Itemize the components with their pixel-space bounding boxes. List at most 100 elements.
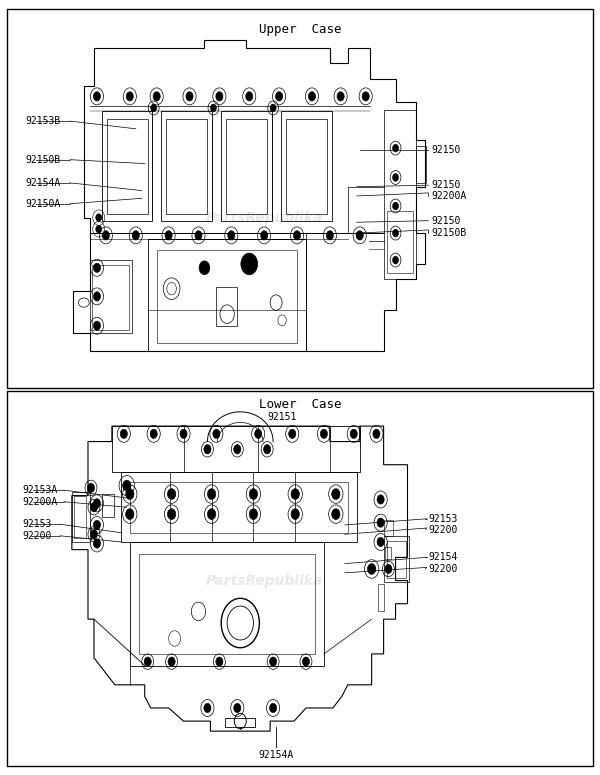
Circle shape	[167, 489, 176, 499]
Bar	[383, 109, 416, 280]
Bar	[7, 391, 593, 766]
Bar	[226, 718, 255, 727]
Text: PartsRepublika: PartsRepublika	[205, 211, 323, 225]
Circle shape	[180, 429, 187, 439]
Circle shape	[289, 429, 296, 439]
Text: 92200A: 92200A	[22, 497, 58, 507]
Circle shape	[208, 489, 216, 499]
Circle shape	[241, 253, 257, 275]
Circle shape	[94, 498, 101, 508]
Bar	[386, 212, 413, 274]
Bar	[385, 547, 391, 559]
Circle shape	[96, 226, 102, 233]
Circle shape	[234, 704, 241, 712]
Bar	[102, 494, 113, 517]
Circle shape	[234, 445, 241, 454]
Circle shape	[249, 508, 257, 519]
Bar	[130, 542, 324, 666]
Circle shape	[211, 104, 217, 112]
Circle shape	[91, 502, 98, 512]
Bar	[383, 520, 392, 536]
Circle shape	[367, 563, 376, 574]
Bar	[226, 119, 267, 214]
Bar	[383, 536, 409, 582]
Circle shape	[308, 91, 316, 101]
Circle shape	[293, 231, 301, 240]
Text: 92154A: 92154A	[259, 750, 294, 760]
Text: 92200A: 92200A	[431, 191, 467, 201]
Circle shape	[120, 429, 127, 439]
Circle shape	[94, 291, 101, 301]
Text: 92200: 92200	[428, 525, 458, 535]
Circle shape	[320, 429, 328, 439]
Circle shape	[94, 321, 101, 330]
Circle shape	[332, 508, 340, 519]
Text: 92153A: 92153A	[22, 485, 58, 495]
Circle shape	[269, 704, 277, 712]
Circle shape	[337, 91, 344, 101]
Bar	[72, 492, 90, 542]
Bar	[217, 287, 237, 326]
Circle shape	[168, 657, 175, 666]
Circle shape	[350, 429, 358, 439]
Circle shape	[291, 489, 299, 499]
Circle shape	[377, 518, 384, 527]
Text: 92150A: 92150A	[25, 198, 61, 208]
Text: Lower  Case: Lower Case	[259, 398, 341, 411]
Circle shape	[392, 202, 398, 210]
Text: 92154A: 92154A	[25, 177, 61, 188]
Text: 92153: 92153	[428, 514, 458, 524]
Circle shape	[245, 91, 253, 101]
Circle shape	[88, 484, 95, 493]
Text: 92150: 92150	[431, 180, 461, 190]
Circle shape	[208, 508, 216, 519]
Bar	[377, 584, 383, 611]
Circle shape	[326, 231, 334, 240]
Bar	[74, 495, 86, 538]
Circle shape	[373, 429, 380, 439]
Bar	[90, 260, 131, 333]
Bar	[157, 250, 297, 343]
Bar	[166, 119, 208, 214]
Text: 92150B: 92150B	[431, 228, 467, 238]
Circle shape	[356, 231, 364, 240]
Circle shape	[91, 529, 98, 539]
Bar	[139, 553, 315, 654]
Circle shape	[153, 91, 160, 101]
Circle shape	[275, 91, 283, 101]
Circle shape	[270, 104, 276, 112]
Text: 92153: 92153	[22, 519, 52, 529]
Circle shape	[126, 91, 133, 101]
Bar	[130, 483, 348, 532]
Text: 92153B: 92153B	[25, 116, 61, 126]
Circle shape	[94, 91, 101, 101]
Circle shape	[94, 264, 101, 273]
Circle shape	[362, 91, 369, 101]
Circle shape	[125, 508, 134, 519]
Bar	[221, 111, 272, 222]
Circle shape	[291, 508, 299, 519]
Text: 92200: 92200	[428, 564, 458, 574]
Circle shape	[94, 520, 101, 529]
Bar	[386, 541, 406, 578]
Circle shape	[103, 231, 109, 240]
Circle shape	[392, 229, 398, 237]
Bar	[121, 473, 357, 542]
Text: 92150B: 92150B	[25, 155, 61, 165]
Bar	[7, 9, 593, 388]
Circle shape	[269, 657, 277, 666]
Bar	[148, 239, 306, 351]
Circle shape	[204, 704, 211, 712]
Bar	[92, 265, 129, 330]
Circle shape	[332, 489, 340, 499]
Circle shape	[377, 495, 384, 504]
Circle shape	[392, 144, 398, 152]
Text: 92151: 92151	[268, 412, 297, 422]
Circle shape	[260, 231, 268, 240]
Text: 92150: 92150	[431, 145, 461, 155]
Circle shape	[125, 489, 134, 499]
Circle shape	[94, 539, 101, 548]
Circle shape	[254, 429, 262, 439]
Bar	[416, 146, 426, 183]
Circle shape	[392, 257, 398, 264]
